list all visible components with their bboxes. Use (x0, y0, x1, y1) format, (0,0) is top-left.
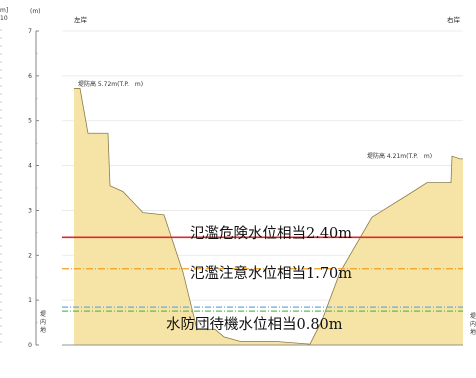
inland-right-char-1: 堤 (470, 312, 476, 320)
inland-right-char-3: 地 (470, 328, 476, 336)
inland-left-char-2: 内 (40, 318, 46, 326)
y-tick-label: 7 (28, 28, 32, 35)
left-edge-scale-top: m] (0, 7, 8, 14)
left-bank-label: 左岸 (74, 15, 88, 24)
y-tick-label: 0 (28, 342, 32, 349)
left-levee-height-label: 堤防高 5.72m(T.P. m) (78, 80, 143, 88)
right-levee-height-label: 堤防高 4.21m(T.P. m) (367, 152, 432, 160)
y-tick-label: 4 (28, 163, 32, 170)
inland-right-char-2: 内 (470, 320, 476, 328)
y-tick-label: 5 (28, 118, 32, 125)
inland-left-char-1: 堤 (40, 310, 46, 318)
y-tick-label: 3 (28, 207, 32, 214)
ground-fill (62, 88, 463, 345)
y-tick-label: 2 (28, 252, 32, 259)
y-tick-label: 6 (28, 73, 32, 80)
unit-label: (m) (30, 8, 41, 15)
water-level-lines (62, 236, 463, 312)
left-edge-scale-bottom: 10 (0, 15, 8, 22)
caution-level-label: 氾濫注意水位相当1.70m (190, 264, 352, 282)
y-tick-label: 1 (28, 297, 32, 304)
standby-level-label: 水防団待機水位相当0.80m (166, 316, 343, 333)
right-bank-label: 右岸 (447, 15, 461, 24)
ground-profile (62, 88, 463, 346)
ground-outline (74, 88, 463, 345)
danger-level-label: 氾濫危険水位相当2.40m (190, 225, 352, 242)
inland-left-char-3: 地 (40, 326, 46, 334)
y-axis: 0 1 2 3 4 5 6 7 (0, 28, 39, 349)
